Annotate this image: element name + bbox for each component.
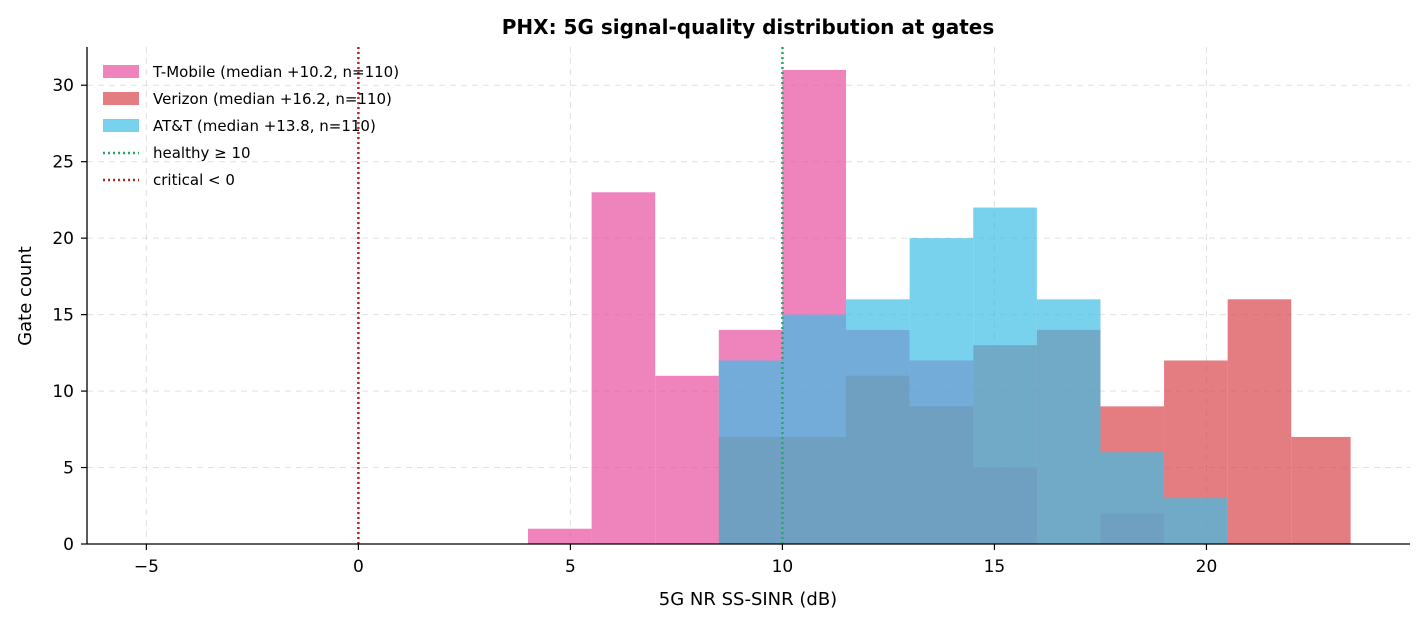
y-tick-label: 30 (52, 76, 74, 96)
legend-entry-label: T-Mobile (median +10.2, n=110) (152, 63, 399, 81)
y-tick-label: 0 (63, 535, 74, 555)
axes (86, 47, 1410, 545)
histogram-bar-series-0 (591, 192, 656, 544)
x-tick-label: 10 (772, 557, 794, 577)
y-tick-label: 5 (63, 459, 74, 479)
histogram-bar-series-2 (846, 299, 910, 544)
legend-entry-label: AT&T (median +13.8, n=110) (153, 117, 376, 135)
bars (528, 69, 1351, 545)
legend-swatch-series-1 (103, 92, 139, 105)
legend-swatch-series-2 (103, 119, 139, 132)
legend-entry-label: Verizon (median +16.2, n=110) (153, 90, 392, 108)
legend-entry-label: critical < 0 (153, 171, 235, 189)
x-tick-label: 20 (1196, 557, 1218, 577)
y-tick-label: 25 (52, 153, 74, 173)
y-tick-label: 20 (52, 229, 74, 249)
histogram-bar-series-0 (528, 528, 592, 544)
histogram-bar-series-2 (782, 314, 847, 544)
legend-swatch-series-0 (103, 65, 139, 78)
legend: T-Mobile (median +10.2, n=110) Verizon (m… (103, 63, 399, 189)
x-tick-label: −5 (134, 557, 159, 577)
x-tick-label: 0 (353, 557, 364, 577)
histogram-bar-series-2 (1036, 299, 1101, 544)
histogram-bar-series-1 (1227, 299, 1292, 544)
histogram-bar-series-2 (909, 238, 974, 544)
chart-title: PHX: 5G signal-quality distribution at g… (502, 15, 995, 39)
histogram-bar-series-2 (718, 360, 783, 544)
histogram-bar-series-2 (973, 207, 1037, 545)
y-tick-label: 15 (52, 306, 74, 326)
x-tick-label: 5 (565, 557, 576, 577)
x-tick-label: 15 (984, 557, 1006, 577)
y-tick-label: 10 (52, 382, 74, 402)
histogram-bar-series-2 (1100, 452, 1165, 544)
y-axis-label: Gate count (15, 246, 36, 346)
histogram-bar-series-2 (1164, 498, 1228, 544)
x-axis-label: 5G NR SS-SINR (dB) (659, 589, 837, 610)
legend-entry-label: healthy ≥ 10 (153, 144, 251, 162)
histogram-bar-series-0 (655, 375, 719, 544)
tick-labels: −5 0 5 10 15 20 0 5 10 15 20 25 30 (52, 76, 1217, 577)
histogram-bar-series-1 (1291, 436, 1351, 544)
